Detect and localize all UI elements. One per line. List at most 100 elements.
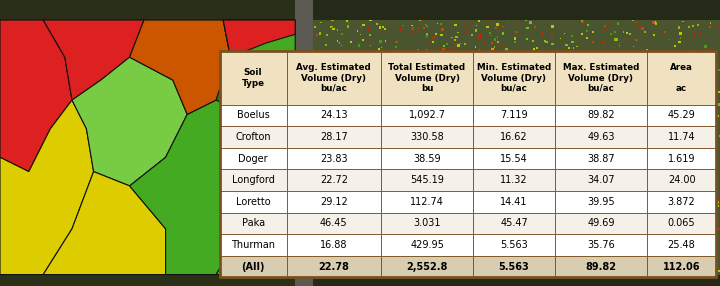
Bar [532,204,535,206]
Bar [703,164,704,166]
Bar [627,166,628,167]
Bar [629,213,630,215]
Bar [472,122,474,123]
Bar [460,249,463,251]
Bar [599,170,601,172]
Bar [428,243,430,245]
Bar [388,196,390,198]
Bar [384,102,386,103]
Text: 45.29: 45.29 [667,110,696,120]
Bar [332,190,333,192]
Bar [684,267,687,269]
Bar [563,212,565,214]
Bar [706,209,707,211]
Bar [392,158,395,161]
Bar [495,87,498,90]
Bar [335,74,336,75]
Bar [403,88,405,90]
Bar [372,105,374,107]
Bar [462,224,463,226]
Bar [333,28,335,30]
Text: 45.47: 45.47 [500,219,528,229]
Bar [494,196,495,197]
Bar [591,117,594,119]
Bar [491,42,493,44]
Bar [662,64,664,67]
Bar [667,74,669,76]
Bar [382,156,383,157]
Bar [623,31,624,33]
Bar [551,171,552,173]
Bar [610,126,612,128]
Bar [329,145,331,147]
Bar [472,146,474,147]
Bar [428,174,429,175]
Bar [369,19,372,21]
Bar [714,103,715,105]
Bar [402,156,405,158]
Bar [396,206,397,208]
Bar [463,138,465,141]
Bar [368,223,370,224]
Bar [574,197,575,198]
Bar [379,231,382,233]
Bar [328,85,330,87]
Bar [715,76,716,78]
Bar [495,255,497,257]
Bar [679,124,681,126]
Bar [657,189,660,192]
Bar [457,144,459,146]
Bar [538,129,540,132]
Bar [511,128,513,130]
Bar [398,96,400,98]
Bar [489,19,490,20]
Bar [559,152,561,154]
Bar [608,270,610,272]
Bar [579,57,581,59]
Bar [446,243,448,244]
Bar [611,166,612,168]
Bar [334,147,336,149]
Bar [402,149,404,150]
Bar [570,74,571,75]
Bar [497,243,499,245]
Bar [362,23,365,26]
Bar [359,80,360,81]
Bar [315,257,318,259]
Bar [705,270,706,271]
Bar [319,78,321,80]
Bar [507,20,508,21]
Bar [696,111,697,113]
Bar [546,104,548,106]
Bar [658,164,661,167]
Bar [446,154,448,155]
Bar [617,217,619,219]
Bar [363,166,366,169]
Bar [487,152,490,155]
Bar [705,137,706,138]
Bar [670,186,672,188]
Bar [409,195,410,197]
Bar [670,203,672,205]
Bar [441,246,443,247]
Bar [711,134,713,136]
Bar [425,24,426,25]
Bar [443,61,445,63]
Bar [540,165,542,166]
Bar [567,153,568,155]
Bar [615,147,617,149]
Bar [604,25,606,27]
Bar [621,125,622,126]
Bar [500,138,502,140]
Bar [508,104,510,106]
Bar [405,177,407,179]
Bar [328,208,330,210]
Bar [685,187,688,189]
Bar [457,106,459,108]
Bar [431,211,433,214]
Text: (All): (All) [241,262,265,272]
Bar [448,131,451,134]
Bar [655,263,658,265]
Bar [462,183,463,184]
Bar [494,39,496,41]
